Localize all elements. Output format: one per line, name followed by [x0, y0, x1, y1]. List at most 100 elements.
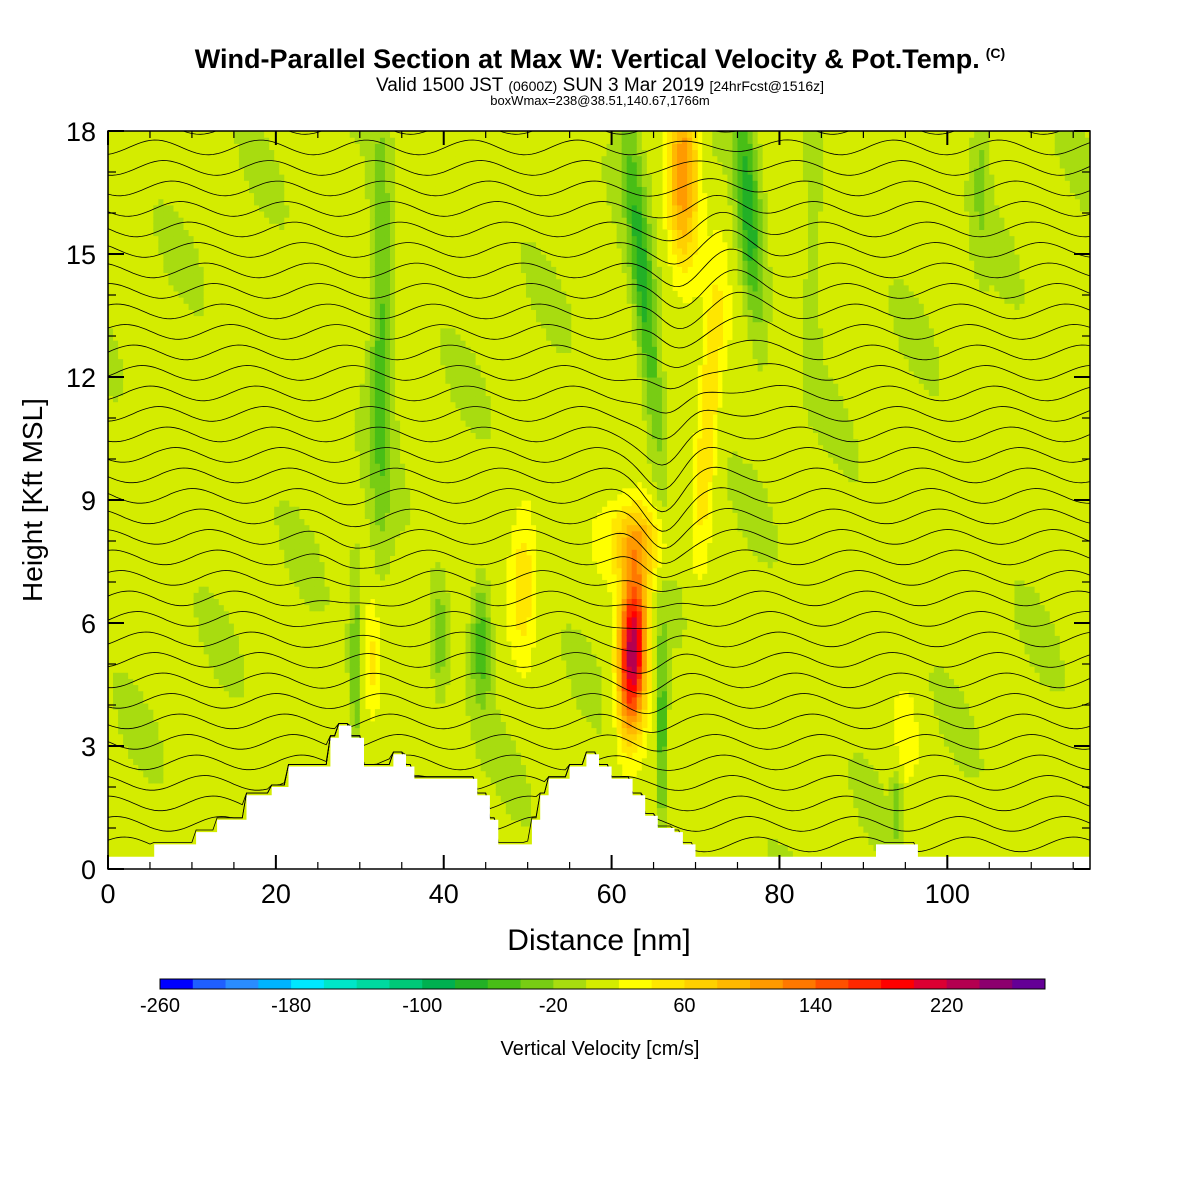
- field-cell: [148, 395, 154, 402]
- field-cell: [239, 728, 245, 735]
- field-cell: [143, 420, 149, 427]
- field-cell: [214, 666, 220, 673]
- field-cell: [158, 789, 164, 796]
- field-cell: [148, 758, 154, 765]
- field-cell: [148, 605, 154, 612]
- field-cell: [138, 180, 144, 187]
- field-cell: [224, 432, 230, 439]
- field-cell: [133, 248, 139, 255]
- field-cell: [118, 709, 124, 716]
- field-cell: [179, 721, 185, 728]
- field-cell: [199, 537, 205, 544]
- field-cell: [229, 697, 235, 704]
- field-cell: [148, 844, 154, 851]
- field-cell: [199, 826, 205, 833]
- field-cell: [214, 309, 220, 316]
- field-cell: [118, 488, 124, 495]
- field-cell: [184, 586, 190, 593]
- field-cell: [108, 186, 114, 193]
- field-cell: [209, 229, 215, 236]
- field-cell: [108, 408, 114, 415]
- field-cell: [179, 371, 185, 378]
- field-cell: [133, 580, 139, 587]
- field-cell: [189, 303, 195, 310]
- field-cell: [234, 685, 240, 692]
- field-cell: [234, 469, 240, 476]
- field-cell: [234, 691, 240, 698]
- field-cell: [189, 709, 195, 716]
- field-cell: [179, 703, 185, 710]
- field-cell: [133, 211, 139, 218]
- field-cell: [194, 162, 200, 169]
- field-cell: [148, 229, 154, 236]
- field-cell: [128, 297, 134, 304]
- field-cell: [118, 426, 124, 433]
- field-cell: [153, 758, 159, 765]
- field-cell: [148, 623, 154, 630]
- field-cell: [173, 721, 179, 728]
- field-cell: [204, 229, 210, 236]
- field-cell: [138, 734, 144, 741]
- field-cell: [163, 432, 169, 439]
- field-cell: [158, 801, 164, 808]
- field-cell: [163, 285, 169, 292]
- field-cell: [224, 223, 230, 230]
- field-cell: [194, 598, 200, 605]
- field-cell: [148, 217, 154, 224]
- field-cell: [153, 814, 159, 821]
- field-cell: [194, 272, 200, 279]
- field-cell: [113, 242, 119, 249]
- field-cell: [179, 740, 185, 747]
- field-cell: [163, 137, 169, 144]
- field-cell: [189, 266, 195, 273]
- field-cell: [168, 685, 174, 692]
- field-cell: [163, 168, 169, 175]
- field-cell: [138, 223, 144, 230]
- field-cell: [184, 617, 190, 624]
- field-cell: [214, 408, 220, 415]
- field-cell: [168, 168, 174, 175]
- field-cell: [143, 285, 149, 292]
- field-cell: [128, 752, 134, 759]
- field-cell: [108, 365, 114, 372]
- field-cell: [234, 309, 240, 316]
- field-cell: [179, 764, 185, 771]
- field-cell: [168, 242, 174, 249]
- field-cell: [143, 764, 149, 771]
- field-cell: [219, 598, 225, 605]
- field-cell: [143, 635, 149, 642]
- field-cell: [153, 266, 159, 273]
- field-cell: [173, 586, 179, 593]
- field-cell: [229, 174, 235, 181]
- field-cell: [204, 309, 210, 316]
- field-cell: [123, 463, 129, 470]
- field-cell: [214, 328, 220, 335]
- field-cell: [199, 389, 205, 396]
- field-cell: [214, 598, 220, 605]
- field-cell: [173, 531, 179, 538]
- field-cell: [128, 512, 134, 519]
- field-cell: [138, 623, 144, 630]
- field-cell: [214, 285, 220, 292]
- field-cell: [224, 143, 230, 150]
- field-cell: [118, 482, 124, 489]
- field-cell: [173, 549, 179, 556]
- field-cell: [118, 580, 124, 587]
- field-cell: [184, 746, 190, 753]
- field-cell: [138, 586, 144, 593]
- field-cell: [113, 771, 119, 778]
- field-cell: [209, 580, 215, 587]
- field-cell: [143, 758, 149, 765]
- field-cell: [234, 457, 240, 464]
- field-cell: [158, 500, 164, 507]
- field-cell: [209, 432, 215, 439]
- field-cell: [179, 439, 185, 446]
- field-cell: [163, 832, 169, 839]
- field-cell: [229, 771, 235, 778]
- field-cell: [118, 180, 124, 187]
- field-cell: [234, 174, 240, 181]
- field-cell: [158, 592, 164, 599]
- field-cell: [189, 211, 195, 218]
- field-cell: [179, 648, 185, 655]
- field-cell: [123, 236, 129, 243]
